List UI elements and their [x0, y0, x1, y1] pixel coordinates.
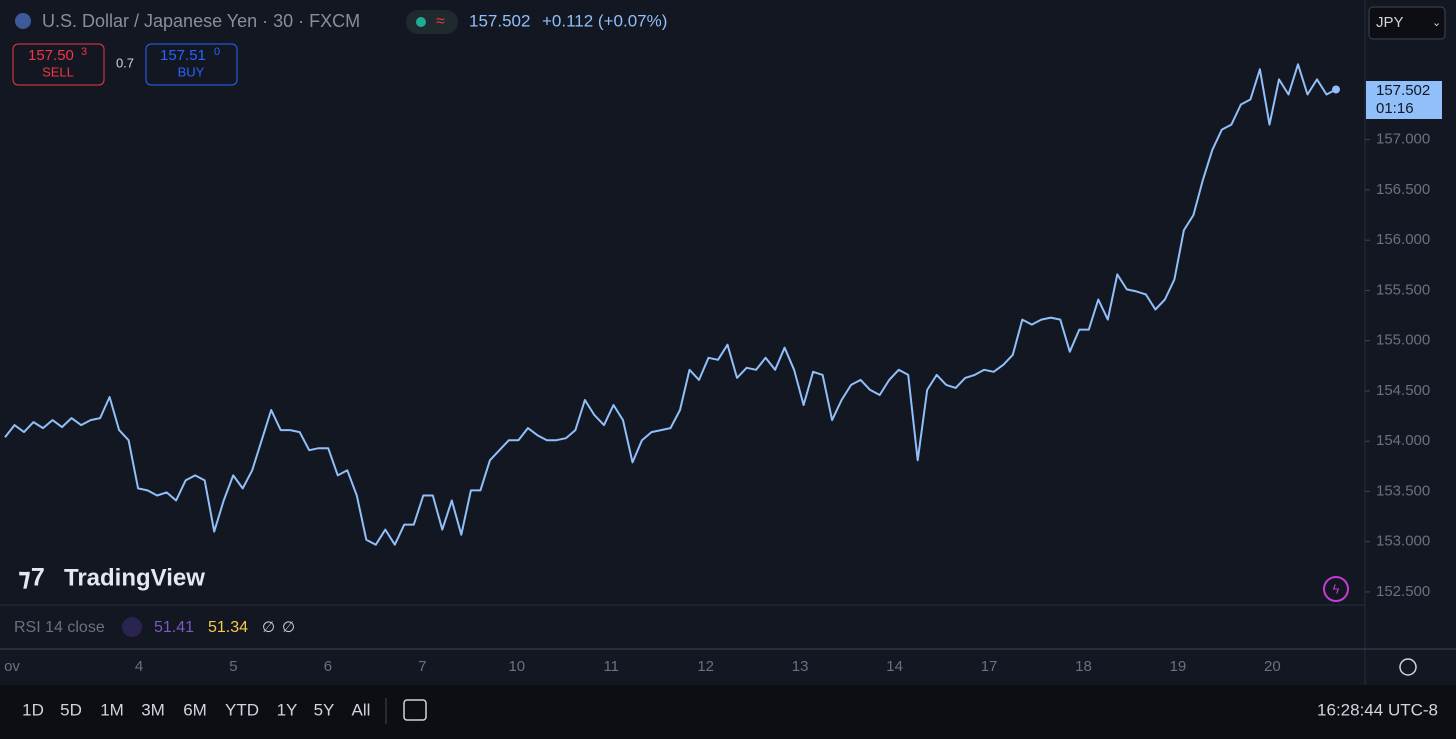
- x-tick-label: 14: [886, 658, 903, 675]
- logo: TradingView: [64, 564, 205, 591]
- last-point: [1332, 85, 1340, 94]
- sell-price[interactable]: 157.50: [28, 47, 74, 64]
- x-tick-label: 17: [981, 658, 998, 675]
- x-tick-label: 10: [508, 658, 525, 675]
- x-tick-label: 5: [229, 658, 237, 675]
- buy-button[interactable]: [145, 43, 238, 86]
- currency-button[interactable]: [1368, 6, 1446, 40]
- price-label: 157.502: [1376, 82, 1430, 99]
- rsi-na: ∅: [262, 619, 275, 636]
- rsi-na: ∅: [282, 619, 295, 636]
- y-tick-label: 155.500: [1376, 281, 1430, 298]
- x-tick-label: 12: [697, 658, 714, 675]
- range-button[interactable]: 5Y: [314, 700, 335, 719]
- last-price: 157.502: [469, 11, 530, 30]
- y-tick-label: 156.500: [1376, 181, 1430, 198]
- x-tick-label: 13: [792, 658, 809, 675]
- price-change: +0.112 (+0.07%): [542, 11, 667, 30]
- rsi-label: RSI 14 close: [14, 619, 105, 636]
- y-tick-label: 156.000: [1376, 231, 1430, 248]
- rsi-value: 51.41: [154, 619, 194, 636]
- y-tick-label: 157.000: [1376, 131, 1430, 148]
- plot: 152.500 153.000 153.500 154.000 154.500 155.0…: [4, 63, 1430, 675]
- market-open-dot: [416, 17, 426, 27]
- settings-icon[interactable]: [1399, 658, 1417, 676]
- price-label-bg: [1366, 81, 1442, 119]
- rsi-ma-value: 51.34: [208, 619, 248, 636]
- range-button[interactable]: 1M: [100, 700, 124, 719]
- countdown: 01:16: [1376, 100, 1414, 117]
- x-tick-label: 19: [1170, 658, 1187, 675]
- y-tick-label: 153.000: [1376, 533, 1430, 550]
- status-pill: [406, 10, 458, 34]
- x-tick-label: 6: [324, 658, 332, 675]
- buy-price-super[interactable]: 0: [214, 46, 220, 58]
- x-tick-label: 11: [603, 658, 619, 675]
- sell-price-super[interactable]: 3: [81, 46, 87, 58]
- y-tick-label: 152.500: [1376, 583, 1430, 600]
- sell-label[interactable]: SELL: [42, 64, 74, 79]
- currency[interactable]: JPY: [1376, 14, 1404, 31]
- symbol: U.S. Dollar / Japanese Yen · 30 · FXCM: [42, 11, 360, 31]
- status-icon: ≈: [436, 13, 445, 30]
- price-line: [4, 63, 1337, 546]
- range-button[interactable]: 6M: [183, 700, 207, 719]
- alert-glyph[interactable]: ϟ: [1333, 581, 1340, 596]
- y-tick-label: 154.500: [1376, 382, 1430, 399]
- x-tick-label: 7: [418, 658, 426, 675]
- range-button[interactable]: All: [352, 700, 371, 719]
- chevron[interactable]: ⌄: [1432, 17, 1441, 29]
- rsi-loading: [122, 617, 142, 637]
- buy-price[interactable]: 157.51: [160, 47, 206, 64]
- y-tick-label: 153.500: [1376, 482, 1430, 499]
- y-tick-label: 154.000: [1376, 432, 1430, 449]
- x-tick-label: 18: [1075, 658, 1092, 675]
- buy-label[interactable]: BUY: [178, 64, 205, 79]
- range-button[interactable]: YTD: [225, 700, 259, 719]
- toolbar-bg: [0, 685, 1456, 739]
- range-button[interactable]: 1Y: [277, 700, 298, 719]
- flag-icon: [15, 13, 31, 29]
- range-button[interactable]: 5D: [60, 700, 82, 719]
- x-tick-label: ov: [4, 658, 20, 675]
- clock: 16:28:44 UTC-8: [1317, 700, 1438, 719]
- logo-mark: ⁊7: [18, 564, 45, 592]
- range-button[interactable]: 3M: [141, 700, 165, 719]
- spread: 0.7: [116, 55, 134, 70]
- x-tick-label: 20: [1264, 658, 1281, 675]
- date-range-icon[interactable]: [403, 699, 427, 721]
- sell-button[interactable]: [12, 43, 105, 86]
- x-tick-label: 4: [135, 658, 143, 675]
- range-button[interactable]: 1D: [22, 700, 44, 719]
- alert-icon[interactable]: [1323, 576, 1349, 602]
- y-tick-label: 155.000: [1376, 332, 1430, 349]
